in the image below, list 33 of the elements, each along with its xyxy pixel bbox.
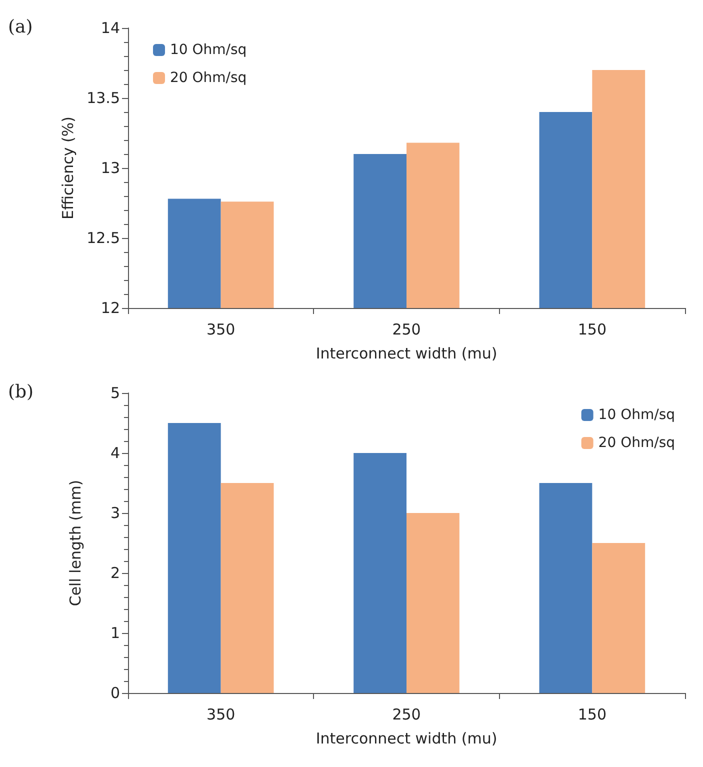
x-tick-label: 350 bbox=[206, 706, 236, 724]
y-tick-label: 12 bbox=[100, 299, 120, 317]
y-tick-label: 5 bbox=[110, 384, 120, 402]
y-tick-label: 1 bbox=[110, 624, 120, 642]
legend-label: 20 Ohm/sq bbox=[170, 70, 247, 86]
y-tick-label: 13 bbox=[100, 159, 120, 177]
y-tick-label: 12.5 bbox=[86, 229, 120, 247]
y-tick-label: 13.5 bbox=[86, 89, 120, 107]
x-tick-label: 350 bbox=[206, 320, 236, 338]
y-tick-label: 3 bbox=[110, 504, 120, 522]
x-tick-label: 150 bbox=[578, 320, 606, 338]
y-tick-label: 2 bbox=[110, 564, 120, 582]
bar bbox=[592, 543, 646, 693]
text: (a) bbox=[8, 16, 33, 38]
bar bbox=[220, 483, 274, 693]
x-axis-title: Interconnect width (mu) bbox=[316, 730, 498, 748]
y-axis-title: Cell length (mm) bbox=[66, 480, 84, 606]
x-tick-label: 150 bbox=[578, 706, 606, 724]
y-tick-label: 0 bbox=[110, 684, 120, 702]
legend-label: 10 Ohm/sq bbox=[170, 42, 247, 58]
x-axis-title: Interconnect width (mu) bbox=[316, 344, 498, 362]
bar bbox=[354, 453, 406, 693]
text: (b) bbox=[8, 382, 34, 402]
y-axis-title: Efficiency (%) bbox=[59, 116, 78, 220]
legend-label: 20 Ohm/sq bbox=[598, 435, 676, 451]
y-tick-label: 14 bbox=[100, 19, 120, 37]
x-tick-label: 250 bbox=[392, 706, 421, 724]
bar bbox=[168, 423, 221, 693]
bar bbox=[539, 483, 592, 693]
y-tick-label: 4 bbox=[110, 444, 120, 462]
legend-label: 10 Ohm/sq bbox=[598, 407, 676, 423]
x-tick-label: 250 bbox=[392, 320, 421, 338]
bar bbox=[406, 513, 460, 693]
